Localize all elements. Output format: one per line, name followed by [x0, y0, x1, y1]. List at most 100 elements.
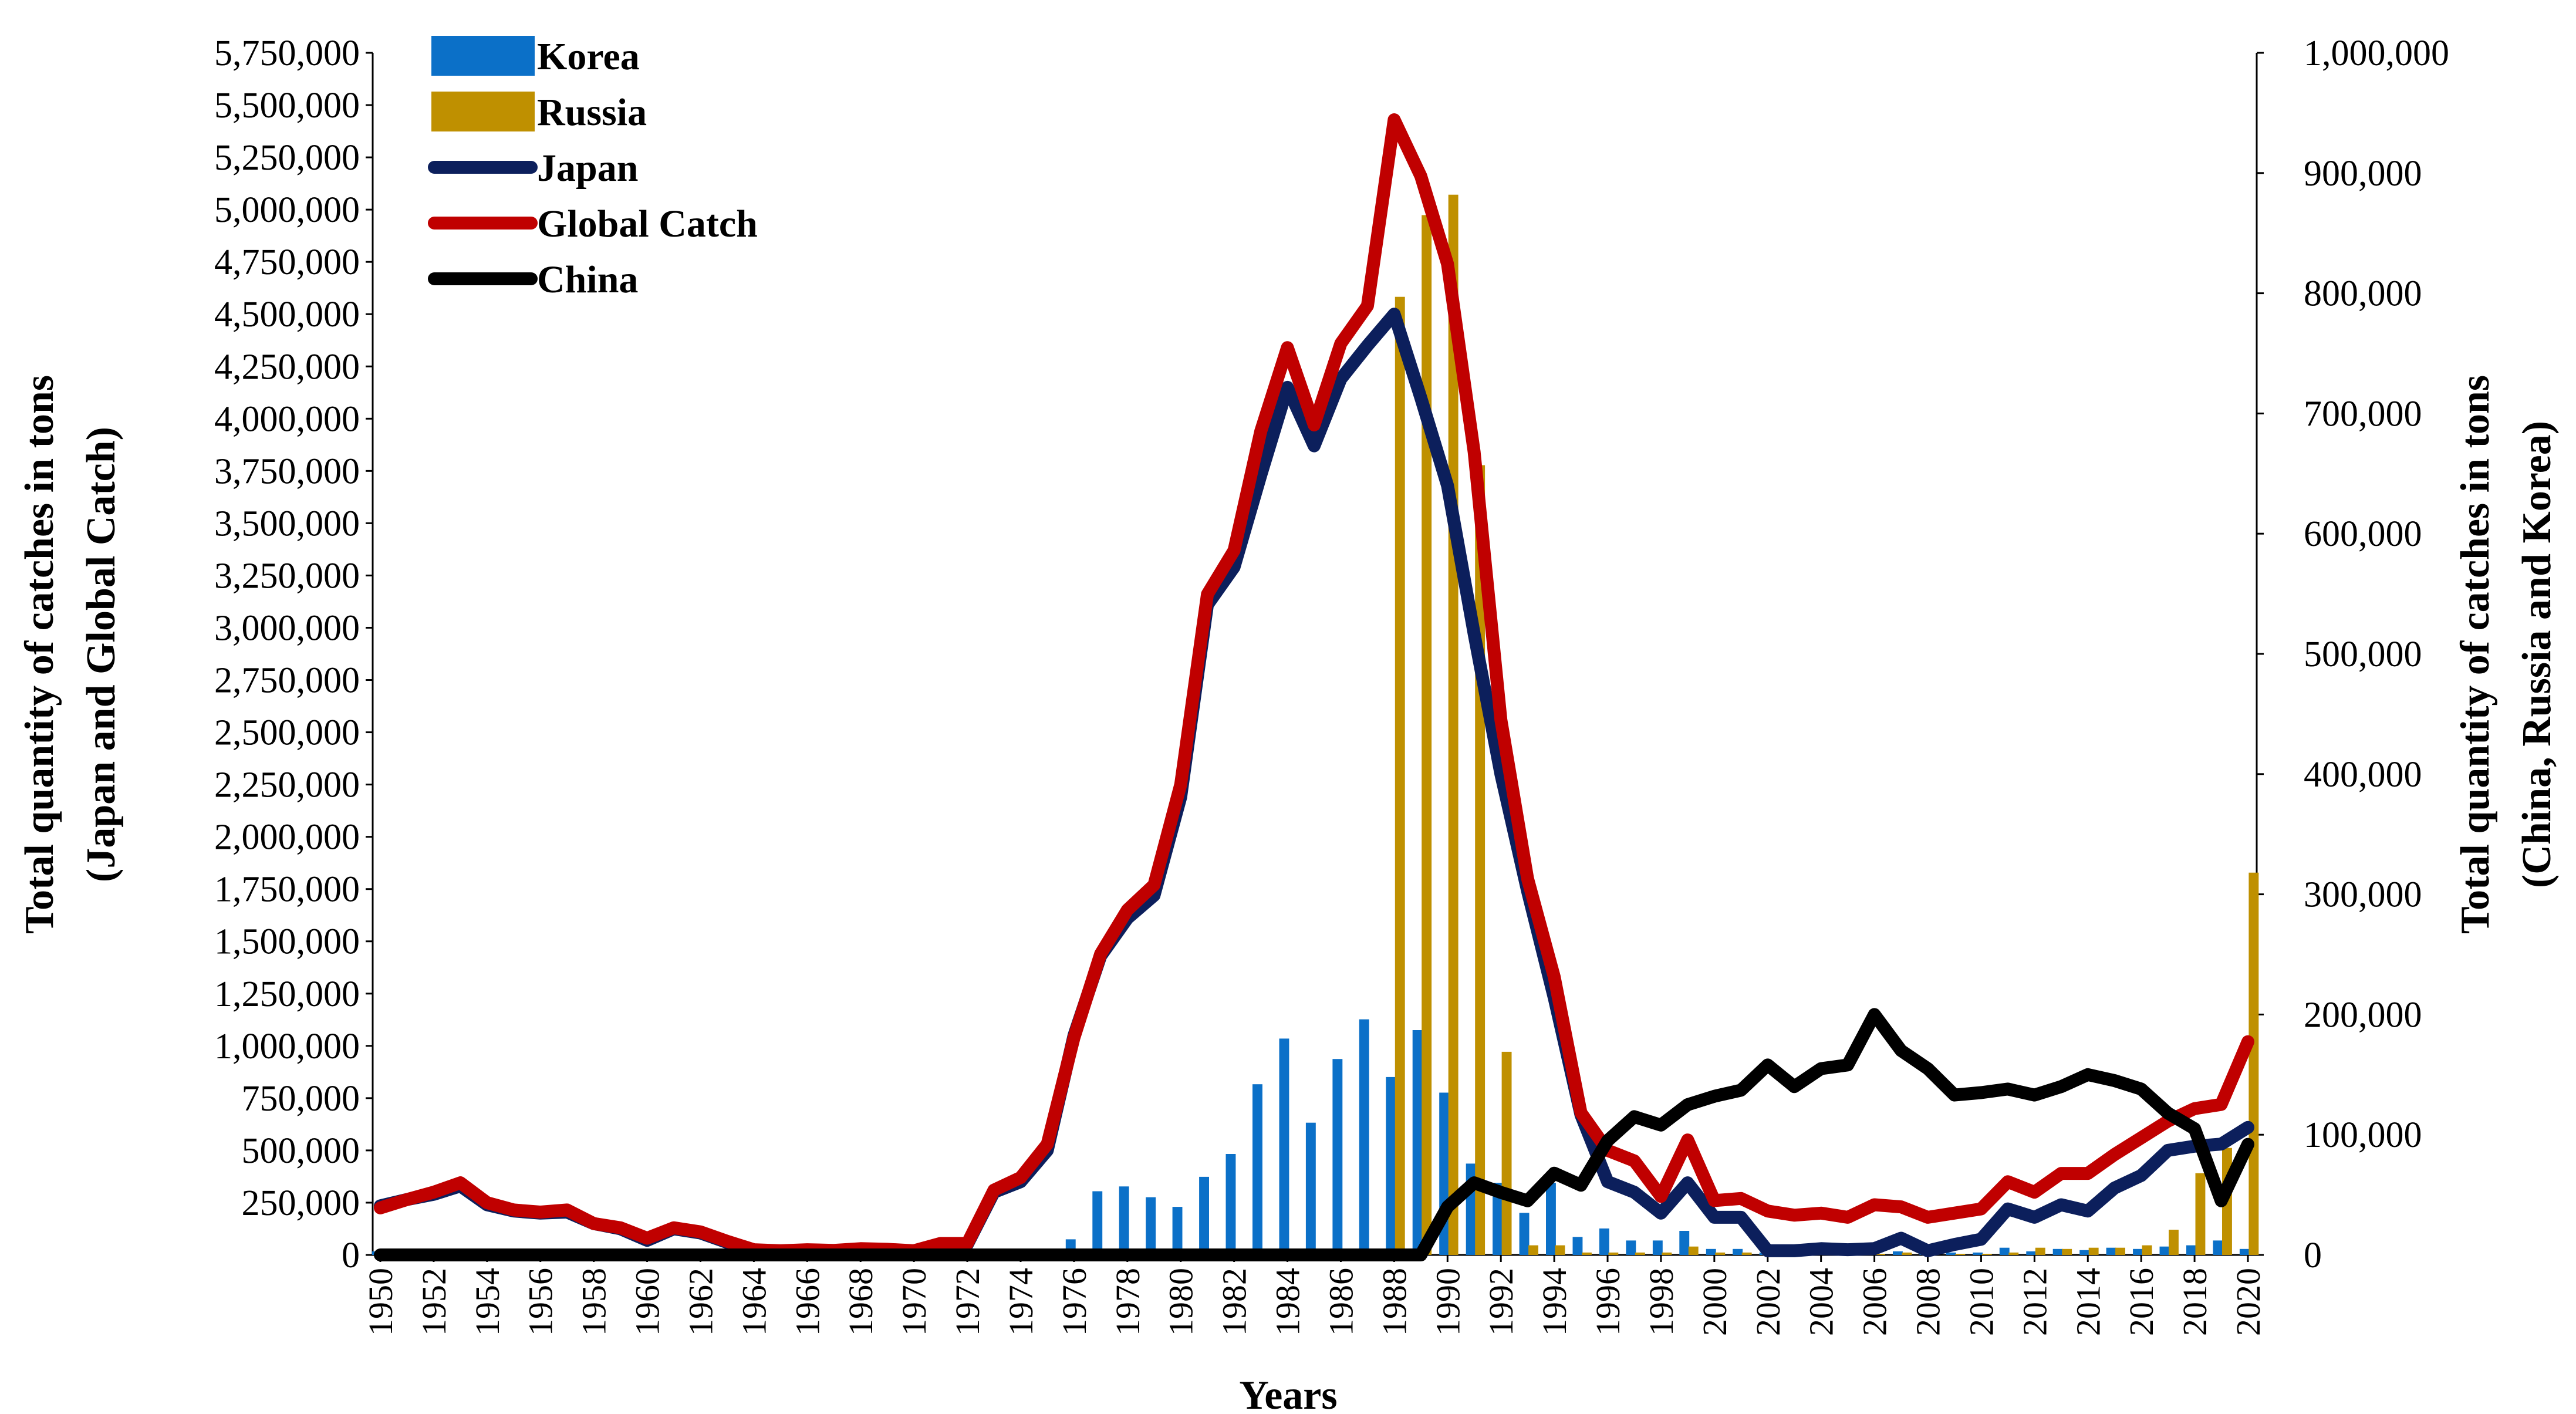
x-tick-label: 1986 [1322, 1268, 1360, 1336]
bar-korea-1992 [1493, 1183, 1503, 1255]
x-tick-label: 1978 [1109, 1268, 1147, 1336]
bar-korea-1997 [1626, 1240, 1636, 1255]
right-tick-label: 200,000 [2304, 995, 2422, 1035]
left-tick-label: 4,750,000 [214, 242, 360, 282]
bar-russia-2000 [1715, 1252, 1726, 1255]
bar-russia-1992 [1501, 1051, 1512, 1255]
bar-russia-2009 [1955, 1254, 1966, 1255]
line-japan [374, 308, 2254, 1258]
x-tick-label: 1990 [1429, 1268, 1467, 1336]
x-tick-label: 1988 [1375, 1268, 1413, 1336]
legend-label-japan: Japan [537, 147, 638, 190]
bar-russia-2012 [2035, 1247, 2045, 1255]
left-tick-label: 3,750,000 [214, 451, 360, 491]
bar-korea-2009 [1946, 1252, 1956, 1255]
bar-korea-1978 [1119, 1186, 1129, 1255]
x-tick-label: 1962 [681, 1268, 720, 1336]
x-tick-label: 1984 [1269, 1268, 1307, 1336]
bar-russia-2017 [2169, 1230, 2179, 1255]
x-tick-label: 1964 [735, 1268, 773, 1336]
left-tick-label: 4,500,000 [214, 295, 360, 335]
axis-titles: Years Total quantity of catches in tons (J… [17, 375, 2560, 1414]
right-tick-label: 600,000 [2304, 514, 2422, 554]
x-tick-label: 1968 [842, 1268, 880, 1336]
x-tick-label: 1982 [1216, 1268, 1254, 1336]
left-tick-label: 2,750,000 [214, 661, 360, 701]
line-global-catch [374, 113, 2254, 1257]
legend-label-global-catch: Global Catch [537, 203, 758, 245]
x-tick-label: 1960 [629, 1268, 667, 1336]
x-tick-label: 1974 [1002, 1268, 1040, 1336]
bar-korea-1995 [1572, 1237, 1583, 1255]
bar-korea-2017 [2159, 1246, 2170, 1255]
right-tick-label: 400,000 [2304, 755, 2422, 795]
bar-korea-1983 [1252, 1084, 1262, 1255]
left-tick-label: 1,750,000 [214, 870, 360, 910]
tick-labels: 5,750,000 5,500,000 5,250,000 5,000,000 4,75… [214, 33, 2449, 1336]
lines [374, 113, 2254, 1261]
x-tick-label: 1958 [575, 1268, 613, 1336]
bar-russia-2018 [2195, 1173, 2206, 1255]
x-tick-label: 1994 [1535, 1268, 1574, 1336]
bar-korea-2019 [2213, 1240, 2223, 1255]
right-tick-label: 800,000 [2304, 274, 2422, 314]
left-tick-label: 5,000,000 [214, 190, 360, 230]
bar-russia-2014 [2088, 1247, 2099, 1255]
bar-korea-2000 [1706, 1248, 1716, 1255]
bar-korea-1998 [1652, 1240, 1663, 1255]
x-tick-label: 2020 [2229, 1268, 2267, 1336]
bar-korea-1987 [1359, 1019, 1369, 1255]
bar-russia-1990 [1448, 194, 1459, 1256]
bar-korea-1980 [1172, 1207, 1183, 1255]
left-tick-label: 250,000 [242, 1183, 360, 1223]
bar-korea-1993 [1519, 1213, 1530, 1255]
bar-russia-1993 [1528, 1245, 1538, 1255]
bar-korea-1989 [1412, 1030, 1423, 1255]
bars [372, 194, 2259, 1256]
x-tick-label: 1976 [1055, 1268, 1093, 1336]
bar-korea-2018 [2186, 1245, 2196, 1255]
bar-russia-1995 [1582, 1252, 1592, 1255]
bar-korea-1982 [1225, 1154, 1236, 1255]
bar-russia-1998 [1662, 1252, 1672, 1255]
left-tick-label: 5,250,000 [214, 138, 360, 178]
right-tick-label: 500,000 [2304, 635, 2422, 674]
right-tick-label: 100,000 [2304, 1115, 2422, 1155]
left-tick-label: 750,000 [242, 1079, 360, 1119]
line-china [374, 1008, 2254, 1261]
bar-russia-1988 [1395, 296, 1405, 1256]
left-tick-label: 3,500,000 [214, 504, 360, 544]
x-tick-label: 2014 [2069, 1268, 2107, 1336]
x-tick-label: 2016 [2122, 1268, 2160, 1336]
bar-korea-2010 [1973, 1252, 1983, 1255]
bar-russia-2007 [1902, 1252, 1912, 1255]
bar-russia-1997 [1635, 1252, 1645, 1255]
x-tick-label: 1996 [1589, 1268, 1627, 1336]
x-tick-label: 1992 [1482, 1268, 1520, 1336]
right-tick-label: 1,000,000 [2304, 33, 2449, 73]
right-tick-label: 300,000 [2304, 875, 2422, 915]
bar-russia-1994 [1555, 1245, 1565, 1255]
x-tick-label: 1998 [1642, 1268, 1680, 1336]
right-tick-label: 900,000 [2304, 154, 2422, 194]
left-tick-label: 2,500,000 [214, 713, 360, 753]
x-tick-label: 1956 [522, 1268, 560, 1336]
x-tick-label: 1950 [362, 1268, 400, 1336]
bar-korea-1996 [1599, 1228, 1609, 1255]
left-tick-label: 1,000,000 [214, 1027, 360, 1067]
legend-label-korea: Korea [537, 35, 640, 78]
left-axis-title-line1: Total quantity of catches in tons [17, 375, 62, 934]
left-tick-label: 5,750,000 [214, 33, 360, 73]
x-tick-label: 2012 [2015, 1268, 2054, 1336]
right-tick-label: 700,000 [2304, 394, 2422, 434]
right-axis-title-line1: Total quantity of catches in tons [2453, 375, 2498, 934]
bar-korea-2020 [2239, 1248, 2250, 1255]
left-axis-title-line2: (Japan and Global Catch) [79, 427, 124, 882]
bar-korea-1999 [1679, 1231, 1690, 1255]
bar-russia-2015 [2115, 1247, 2125, 1255]
x-tick-label: 1952 [415, 1268, 453, 1336]
bar-korea-2012 [2026, 1251, 2037, 1255]
left-tick-label: 3,250,000 [214, 556, 360, 596]
x-tick-label: 1966 [788, 1268, 826, 1336]
